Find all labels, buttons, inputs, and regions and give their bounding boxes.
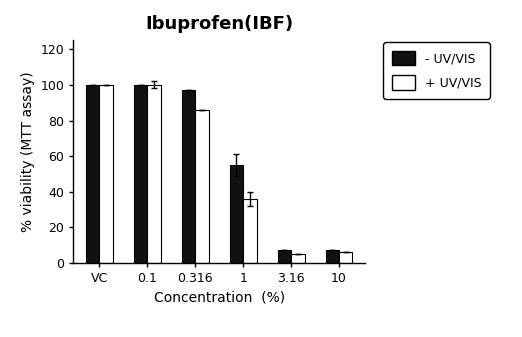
Bar bbox=[195, 110, 209, 263]
Bar bbox=[243, 199, 257, 263]
Bar bbox=[134, 85, 147, 263]
Bar bbox=[278, 250, 291, 263]
Bar bbox=[182, 90, 195, 263]
Title: Ibuprofen(IBF): Ibuprofen(IBF) bbox=[145, 15, 293, 33]
Bar bbox=[326, 250, 339, 263]
Bar bbox=[339, 252, 352, 263]
Bar bbox=[86, 85, 99, 263]
Bar bbox=[147, 85, 161, 263]
Bar bbox=[99, 85, 113, 263]
X-axis label: Concentration  (%): Concentration (%) bbox=[153, 290, 285, 304]
Legend: - UV/VIS, + UV/VIS: - UV/VIS, + UV/VIS bbox=[383, 42, 490, 99]
Bar bbox=[291, 254, 304, 263]
Bar bbox=[230, 165, 243, 263]
Y-axis label: % viability (MTT assay): % viability (MTT assay) bbox=[21, 71, 34, 232]
